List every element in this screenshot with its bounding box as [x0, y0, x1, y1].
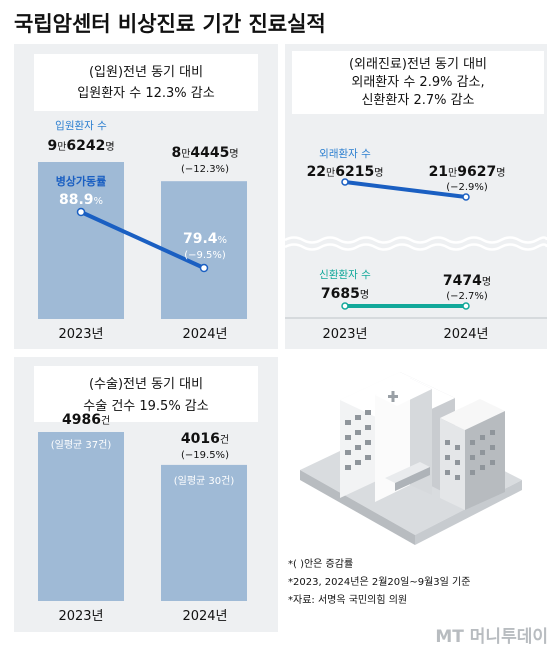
new-patients-point-2024: [462, 302, 470, 310]
surgery-daily-2024: (일평균 30건): [174, 475, 235, 487]
inpatient-value-2023-a: 9: [47, 138, 57, 154]
inpatient-value-2024-c: 4445: [190, 145, 229, 161]
new-2023-value: 7685: [321, 286, 360, 302]
surgery-value-2024: 4016건: [181, 431, 229, 447]
axis-break-wave-1: [284, 236, 549, 244]
surgery-2023-value: 4986: [62, 412, 101, 428]
outpatients-point-2023: [341, 178, 349, 186]
inpatient-header-line2: 입원환자 수 12.3% 감소: [77, 86, 214, 101]
outpatients-change-2024: (−2.9%): [446, 182, 488, 193]
bed-rate-2023-value: 88.9: [59, 192, 94, 208]
bed-rate-2024-value: 79.4: [183, 231, 218, 247]
bed-rate-2023-unit: %: [94, 196, 104, 207]
new-patients-point-2023: [341, 302, 349, 310]
new-patients-value-2023: 7685명: [321, 286, 369, 302]
page-title: 국립암센터 비상진료 기간 진료실적: [14, 12, 326, 36]
outpatients-2024-d: 명: [496, 167, 505, 179]
surgery-year-2024: 2024년: [182, 609, 227, 624]
new-patients-value-2024: 7474명: [443, 273, 491, 289]
surgery-bar-2024: [161, 464, 247, 601]
bed-rate-2024-change: (−9.5%): [184, 250, 226, 261]
outpatients-2023-a: 22: [307, 164, 326, 180]
outpatient-header-line3: 신환환자 2.7% 감소: [361, 93, 474, 108]
inpatient-header-line2-text: 입원환자 수 12.3% 감소: [77, 86, 214, 101]
inpatient-value-2023-d: 명: [105, 141, 114, 153]
surgery-2024-unit: 건: [220, 434, 229, 446]
surgery-header-line2: 수술 건수 19.5% 감소: [83, 399, 208, 414]
surgery-change-2024: (−19.5%): [181, 450, 229, 461]
inpatient-year-2024: 2024년: [182, 327, 227, 342]
brand-logo: MT 머니투데이: [435, 627, 548, 647]
bed-rate-point-2023: [76, 207, 86, 217]
inpatient-value-2023-c: 6242: [66, 138, 105, 154]
inpatient-header-box: [34, 54, 258, 111]
surgery-2023-unit: 건: [101, 415, 110, 427]
bed-rate-2024: 79.4%: [183, 231, 227, 247]
inpatient-header-line1: (입원)전년 동기 대비: [89, 65, 203, 80]
surgery-header-line1: (수술)전년 동기 대비: [89, 377, 203, 392]
outpatient-header-line2: 외래환자 수 2.9% 감소,: [351, 75, 484, 90]
inpatient-change-2024: (−12.3%): [181, 164, 229, 175]
inpatient-value-2024: 8만4445명: [171, 145, 238, 161]
outpatients-point-2024: [462, 193, 470, 201]
inpatient-year-2023: 2023년: [58, 327, 103, 342]
outpatients-value-2023: 22만6215명: [307, 164, 384, 180]
surgery-header-box: [34, 366, 258, 422]
outpatients-2024-c: 9627: [457, 164, 496, 180]
outpatients-label: 외래환자 수: [319, 148, 371, 160]
outpatients-2024-b: 만: [448, 167, 457, 179]
bed-rate-label: 병상가동률: [56, 174, 107, 188]
outpatients-value-2024: 21만9627명: [429, 164, 506, 180]
axis-break-wave-2: [284, 243, 549, 251]
inpatient-value-2023-b: 만: [57, 141, 66, 153]
new-2024-value: 7474: [443, 273, 482, 289]
outpatient-header-line1: (외래진료)전년 동기 대비: [349, 57, 487, 72]
inpatient-bar-2024: [161, 181, 247, 319]
bed-rate-2024-unit: %: [218, 235, 228, 246]
surgery-year-2023: 2023년: [58, 609, 103, 624]
surgery-bar-2023: [38, 432, 124, 601]
new-2024-unit: 명: [482, 276, 491, 288]
inpatient-value-2024-a: 8: [171, 145, 181, 161]
inpatient-bar-2023: [38, 162, 124, 319]
outpatients-2023-b: 만: [326, 167, 335, 179]
note-line-1: *( )안은 증감률: [288, 558, 353, 570]
note-line-3: *자료: 서명옥 국민의힘 의원: [288, 594, 407, 606]
new-patients-change-2024: (−2.7%): [446, 291, 488, 302]
bed-rate-2023: 88.9%: [59, 192, 103, 208]
outpatients-line: [343, 180, 468, 199]
note-line-2: *2023, 2024년은 2월20일~9월3일 기준: [288, 576, 470, 588]
surgery-value-2023: 4986건: [62, 412, 110, 428]
outpatient-year-2023: 2023년: [322, 327, 367, 342]
outpatient-year-2024: 2024년: [443, 327, 488, 342]
inpatient-patients-label: 입원환자 수: [55, 119, 107, 132]
outpatients-2023-d: 명: [374, 167, 383, 179]
surgery-daily-2023: (일평균 37건): [51, 439, 112, 451]
inpatient-value-2024-d: 명: [229, 148, 238, 160]
hospital-building-illustration: [300, 372, 522, 545]
new-2023-unit: 명: [360, 289, 369, 301]
inpatient-value-2023: 9만6242명: [47, 138, 114, 154]
outpatients-2023-c: 6215: [335, 164, 374, 180]
surgery-2024-value: 4016: [181, 431, 220, 447]
inpatient-value-2024-b: 만: [181, 148, 190, 160]
bed-rate-point-2024: [199, 263, 209, 273]
bed-rate-line: [79, 210, 206, 270]
outpatients-2024-a: 21: [429, 164, 448, 180]
outpatient-header-box: [292, 51, 544, 114]
new-patients-label: 신환환자 수: [319, 269, 371, 281]
